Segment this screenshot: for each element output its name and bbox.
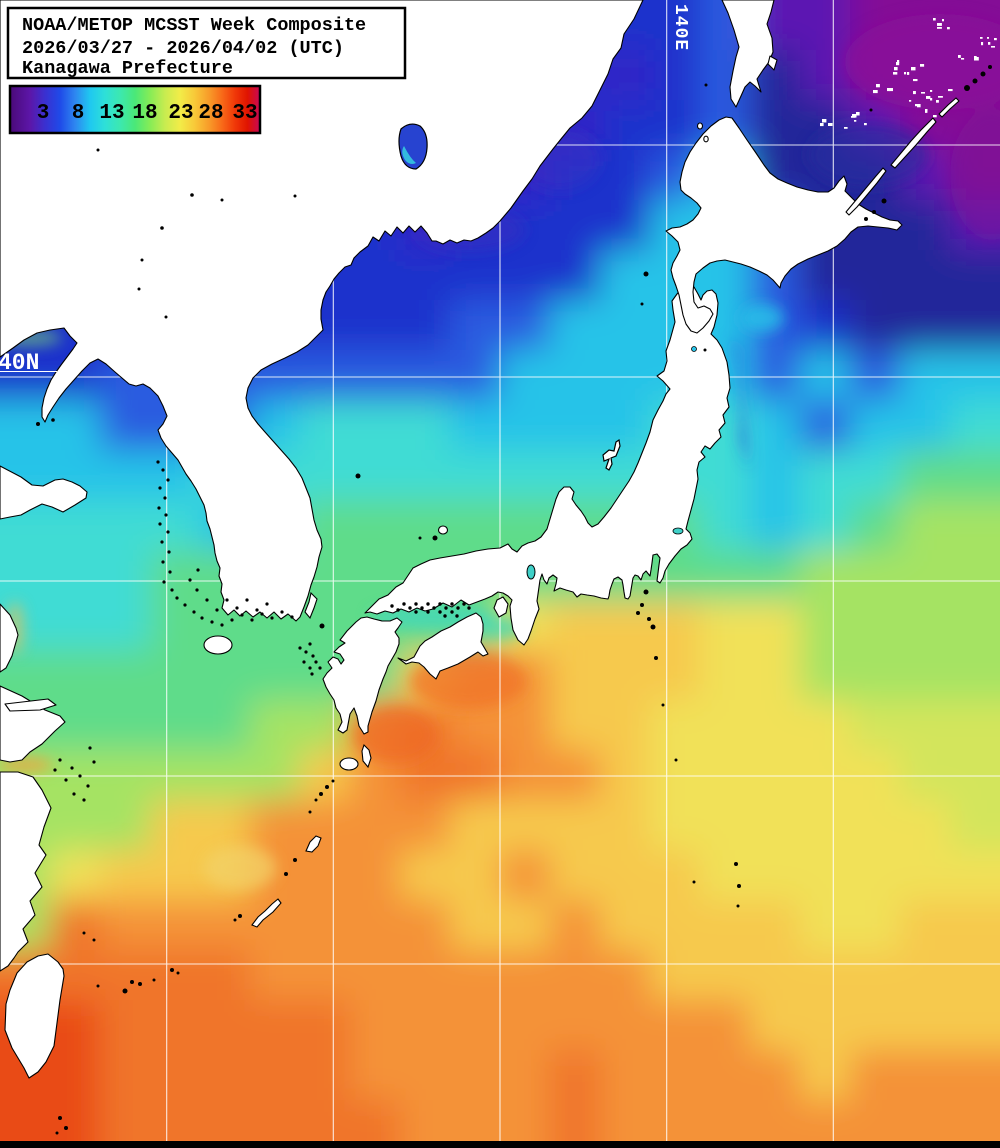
svg-text:8: 8 [72, 102, 85, 125]
svg-text:23: 23 [168, 102, 193, 125]
svg-text:18: 18 [132, 102, 157, 125]
svg-text:140E: 140E [670, 4, 690, 51]
svg-text:Kanagawa Prefecture: Kanagawa Prefecture [22, 58, 233, 79]
svg-text:13: 13 [99, 102, 124, 125]
svg-text:33: 33 [232, 102, 257, 125]
svg-text:3: 3 [37, 102, 50, 125]
svg-text:NOAA/METOP MCSST Week Composit: NOAA/METOP MCSST Week Composite [22, 15, 366, 36]
svg-text:2026/03/27 - 2026/04/02 (UTC): 2026/03/27 - 2026/04/02 (UTC) [22, 38, 344, 59]
svg-text:40N: 40N [0, 350, 39, 376]
svg-text:28: 28 [198, 102, 223, 125]
